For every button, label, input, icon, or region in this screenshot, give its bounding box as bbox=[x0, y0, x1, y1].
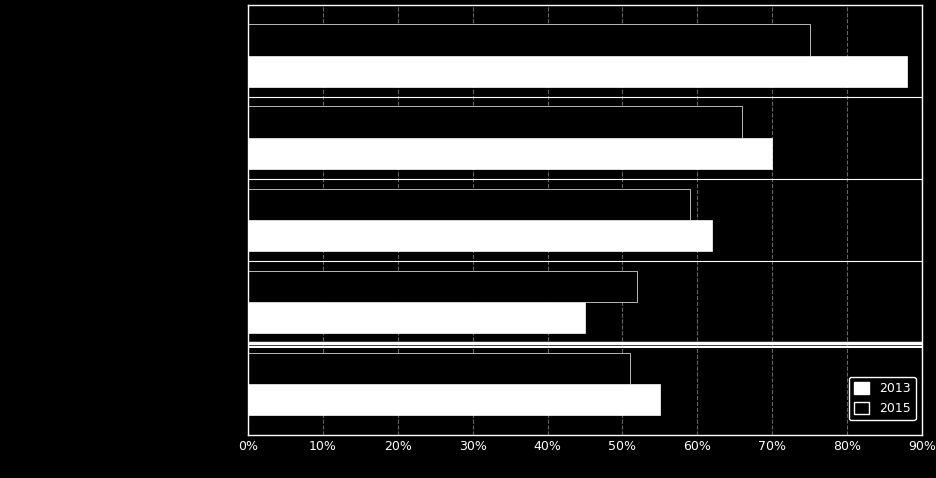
Bar bbox=[248, 220, 712, 251]
Bar bbox=[248, 55, 907, 87]
Bar bbox=[248, 138, 772, 169]
Bar bbox=[248, 302, 585, 333]
Bar bbox=[248, 24, 810, 55]
Bar bbox=[248, 189, 690, 220]
Legend: 2013, 2015: 2013, 2015 bbox=[849, 377, 915, 420]
Bar bbox=[248, 384, 660, 415]
Bar bbox=[248, 271, 637, 302]
Bar bbox=[248, 107, 742, 138]
Bar bbox=[248, 353, 630, 384]
